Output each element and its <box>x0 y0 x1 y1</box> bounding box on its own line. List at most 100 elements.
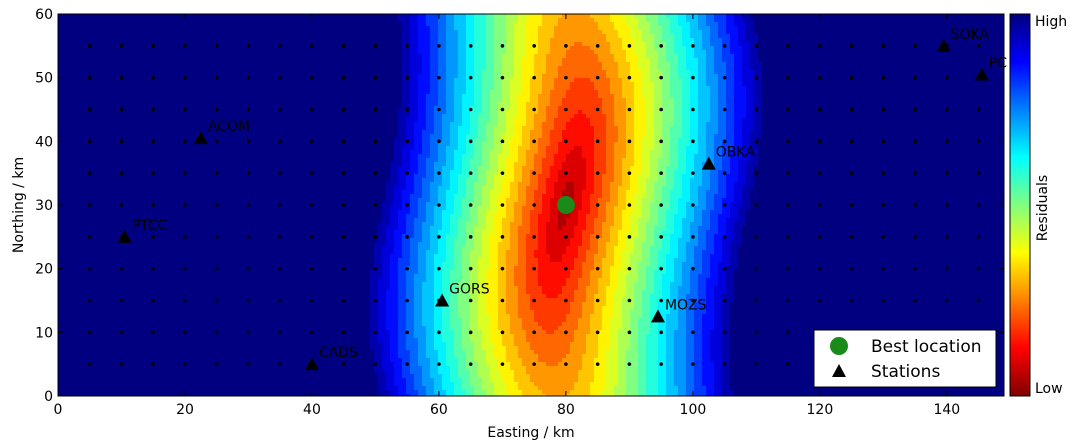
grid-node <box>247 76 251 80</box>
grid-node <box>564 76 568 80</box>
grid-node <box>723 267 727 271</box>
grid-node <box>723 108 727 112</box>
grid-node <box>215 171 219 175</box>
grid-node <box>151 299 155 303</box>
grid-node <box>374 140 378 144</box>
grid-node <box>913 140 917 144</box>
grid-node <box>278 267 282 271</box>
grid-node <box>151 76 155 80</box>
grid-node <box>596 76 600 80</box>
grid-node <box>596 44 600 48</box>
grid-node <box>374 331 378 335</box>
grid-node <box>151 171 155 175</box>
grid-node <box>723 140 727 144</box>
grid-node <box>120 140 124 144</box>
grid-node <box>755 331 759 335</box>
grid-node <box>532 203 536 207</box>
grid-node <box>786 299 790 303</box>
grid-node <box>501 331 505 335</box>
grid-node <box>310 299 314 303</box>
grid-node <box>882 267 886 271</box>
grid-node <box>374 203 378 207</box>
grid-node <box>818 267 822 271</box>
grid-node <box>786 203 790 207</box>
x-tick-label: 40 <box>303 402 321 418</box>
grid-node <box>120 108 124 112</box>
grid-node <box>850 235 854 239</box>
grid-node <box>564 44 568 48</box>
grid-node <box>310 140 314 144</box>
grid-node <box>342 235 346 239</box>
grid-node <box>437 267 441 271</box>
grid-node <box>278 108 282 112</box>
grid-node <box>628 171 632 175</box>
grid-node <box>215 331 219 335</box>
grid-node <box>405 362 409 366</box>
grid-node <box>469 76 473 80</box>
grid-node <box>691 44 695 48</box>
grid-node <box>215 140 219 144</box>
grid-node <box>659 362 663 366</box>
grid-node <box>850 76 854 80</box>
grid-node <box>691 108 695 112</box>
grid-node <box>723 76 727 80</box>
grid-node <box>532 235 536 239</box>
grid-node <box>818 76 822 80</box>
grid-node <box>850 140 854 144</box>
grid-node <box>342 108 346 112</box>
grid-node <box>405 171 409 175</box>
grid-node <box>659 299 663 303</box>
grid-node <box>977 299 981 303</box>
grid-node <box>882 171 886 175</box>
grid-node <box>691 203 695 207</box>
grid-node <box>437 108 441 112</box>
grid-node <box>691 76 695 80</box>
grid-node <box>183 108 187 112</box>
station-label-mozs: MOZS <box>665 297 707 313</box>
grid-node <box>691 140 695 144</box>
grid-node <box>659 235 663 239</box>
grid-node <box>628 44 632 48</box>
grid-node <box>437 235 441 239</box>
grid-node <box>120 203 124 207</box>
grid-node <box>278 140 282 144</box>
grid-node <box>659 267 663 271</box>
grid-node <box>755 108 759 112</box>
grid-node <box>628 140 632 144</box>
grid-node <box>183 203 187 207</box>
grid-node <box>278 203 282 207</box>
colorbar-high-label: High <box>1035 14 1067 30</box>
grid-node <box>151 235 155 239</box>
grid-node <box>469 203 473 207</box>
grid-node <box>501 235 505 239</box>
grid-node <box>850 44 854 48</box>
grid-node <box>755 267 759 271</box>
grid-node <box>501 44 505 48</box>
x-tick-label: 120 <box>807 402 834 418</box>
grid-node <box>945 171 949 175</box>
y-tick-label: 10 <box>35 325 53 341</box>
grid-node <box>151 203 155 207</box>
y-axis-title: Northing / km <box>11 157 27 253</box>
grid-node <box>469 171 473 175</box>
grid-node <box>342 140 346 144</box>
grid-node <box>247 235 251 239</box>
grid-node <box>691 267 695 271</box>
grid-node <box>120 76 124 80</box>
grid-node <box>532 299 536 303</box>
grid-node <box>469 299 473 303</box>
grid-node <box>88 76 92 80</box>
grid-node <box>596 203 600 207</box>
grid-node <box>596 235 600 239</box>
grid-node <box>755 362 759 366</box>
grid-node <box>818 140 822 144</box>
grid-node <box>278 235 282 239</box>
grid-node <box>405 331 409 335</box>
grid-node <box>310 76 314 80</box>
grid-node <box>88 140 92 144</box>
grid-node <box>310 235 314 239</box>
grid-node <box>786 171 790 175</box>
legend-stations-label: Stations <box>871 362 940 382</box>
grid-node <box>945 235 949 239</box>
grid-node <box>215 108 219 112</box>
